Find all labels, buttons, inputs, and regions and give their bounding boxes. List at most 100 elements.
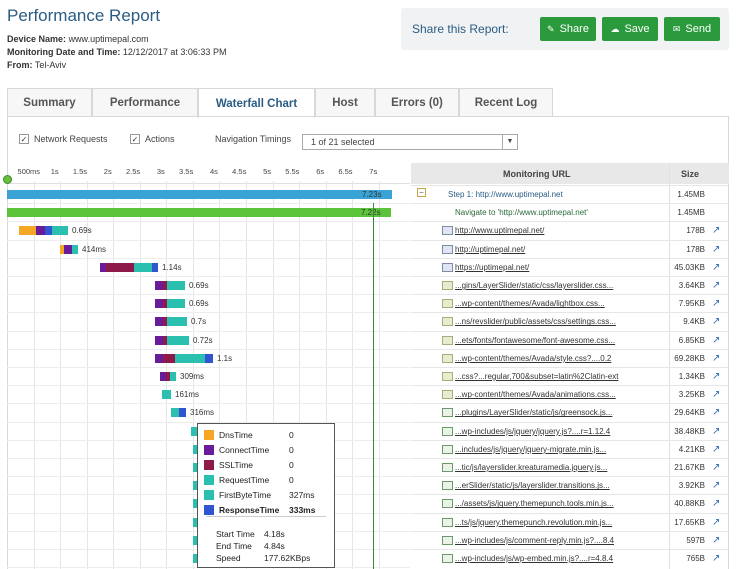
- timing-bar-segment[interactable]: [193, 444, 197, 454]
- timing-bar-segment[interactable]: [193, 517, 199, 527]
- save-button[interactable]: ☁ Save: [602, 17, 658, 41]
- request-url-link[interactable]: Navigate to 'http://www.uptimepal.net': [455, 208, 588, 218]
- table-row[interactable]: ↗ ...tic/js/layerslider.kreaturamedia.jqu…: [411, 458, 729, 476]
- request-url-link[interactable]: ...wp-content/themes/Avada/animations.cs…: [455, 390, 616, 400]
- timing-bar-segment[interactable]: [167, 281, 185, 290]
- timing-bar-segment[interactable]: [193, 463, 198, 472]
- timing-bar-segment[interactable]: [205, 353, 213, 363]
- trend-chart-icon[interactable]: ↗: [712, 261, 721, 273]
- trend-chart-icon[interactable]: ↗: [712, 243, 721, 255]
- timing-bar-segment[interactable]: [175, 353, 205, 363]
- table-row[interactable]: ↗ ...wp-content/themes/Avada/lightbox.css…: [411, 294, 729, 312]
- table-row[interactable]: ↗ ...wp-includes/js/wp-embed.min.js?....r…: [411, 549, 729, 567]
- trend-chart-icon[interactable]: ↗: [712, 462, 721, 473]
- trend-chart-icon[interactable]: ↗: [712, 425, 721, 437]
- network-requests-checkbox[interactable]: ✓: [19, 134, 29, 144]
- table-row[interactable]: ↗ ...erSlider/static/js/layerslider.trans…: [411, 476, 729, 494]
- table-row[interactable]: ↗ http://www.uptimepal.net/178B: [411, 221, 729, 239]
- trend-chart-icon[interactable]: ↗: [712, 316, 721, 328]
- trend-chart-icon[interactable]: ↗: [712, 280, 721, 291]
- request-url-link[interactable]: http://www.uptimepal.net/: [455, 226, 545, 236]
- request-url-link[interactable]: ...gins/LayerSlider/static/css/layerslid…: [455, 281, 614, 290]
- timing-bar-segment[interactable]: [100, 262, 106, 272]
- timing-bar-segment[interactable]: [45, 226, 52, 236]
- tab-errors[interactable]: Errors (0): [375, 88, 459, 117]
- timing-bar-segment[interactable]: [167, 317, 187, 327]
- send-button[interactable]: ✉ Send: [664, 17, 720, 41]
- timing-bar-segment[interactable]: [64, 244, 72, 254]
- timing-bar-segment[interactable]: [170, 372, 176, 381]
- request-url-link[interactable]: ...ts/js/jquery.themepunch.revolution.mi…: [455, 517, 613, 527]
- trend-chart-icon[interactable]: ↗: [712, 516, 721, 528]
- table-row[interactable]: ↗ ...ns/revslider/public/assets/css/setti…: [411, 312, 729, 330]
- request-url-link[interactable]: ...includes/js/jquery/jquery-migrate.min…: [455, 444, 607, 454]
- request-url-link[interactable]: ...wp-includes/js/comment-reply.min.js?.…: [455, 535, 615, 545]
- trend-chart-icon[interactable]: ↗: [712, 225, 721, 237]
- timing-bar-segment[interactable]: [72, 244, 78, 254]
- tab-summary[interactable]: Summary: [7, 88, 92, 117]
- timing-bar-segment[interactable]: [179, 408, 186, 418]
- actions-filter[interactable]: ✓ Actions: [130, 134, 175, 144]
- table-row[interactable]: ↗ http://uptimepal.net/178B: [411, 239, 729, 258]
- trend-chart-icon[interactable]: ↗: [712, 534, 721, 546]
- timing-bar-segment[interactable]: [193, 554, 197, 563]
- timing-bar-segment[interactable]: [7, 190, 392, 199]
- timing-bar-segment[interactable]: [163, 353, 175, 363]
- timing-bar-segment[interactable]: [167, 299, 185, 309]
- request-url-link[interactable]: ...css?...regular,700&subset=latin%2Clat…: [455, 372, 619, 381]
- tab-performance[interactable]: Performance: [92, 88, 198, 117]
- trend-chart-icon[interactable]: ↗: [712, 334, 721, 346]
- table-row[interactable]: ↗ ...wp-content/themes/Avada/animations.c…: [411, 385, 729, 403]
- table-row[interactable]: ↗ ...plugins/LayerSlider/static/js/greens…: [411, 403, 729, 421]
- network-requests-filter[interactable]: ✓ Network Requests: [19, 134, 108, 144]
- table-row[interactable]: − Step 1: http://www.uptimepal.net 1.45MB: [411, 185, 729, 203]
- request-url-link[interactable]: ...plugins/LayerSlider/static/js/greenso…: [455, 408, 613, 418]
- timing-bar-segment[interactable]: [134, 262, 152, 272]
- request-url-link[interactable]: ...ets/fonts/fontawesome/font-awesome.cs…: [455, 335, 616, 345]
- timing-bar-segment[interactable]: [166, 372, 170, 381]
- timeline-handle-icon[interactable]: [3, 175, 12, 184]
- table-row[interactable]: ↗ https://uptimepal.net/45.03KB: [411, 257, 729, 276]
- timing-bar-segment[interactable]: [155, 281, 163, 290]
- tab-waterfall-chart[interactable]: Waterfall Chart: [198, 88, 315, 118]
- timing-bar-segment[interactable]: [163, 281, 167, 290]
- timing-bar-segment[interactable]: [52, 226, 68, 236]
- table-row[interactable]: ↗ ...includes/js/jquery/jquery-migrate.mi…: [411, 439, 729, 458]
- tab-host[interactable]: Host: [315, 88, 375, 117]
- table-row[interactable]: ↗ ...ets/fonts/fontawesome/font-awesome.c…: [411, 330, 729, 349]
- timing-bar-segment[interactable]: [163, 299, 167, 309]
- table-row[interactable]: ↗ ...css?...regular,700&subset=latin%2Cla…: [411, 367, 729, 385]
- actions-checkbox[interactable]: ✓: [130, 134, 140, 144]
- timing-bar-segment[interactable]: [193, 499, 200, 509]
- table-row[interactable]: ↗ .../assets/js/jquery.themepunch.tools.m…: [411, 494, 729, 512]
- trend-chart-icon[interactable]: ↗: [712, 480, 721, 492]
- table-row[interactable]: ↗ ...wp-includes/js/comment-reply.min.js?…: [411, 530, 729, 549]
- timing-bar-segment[interactable]: [160, 372, 166, 381]
- request-url-link[interactable]: ...wp-includes/js/wp-embed.min.js?....r=…: [455, 554, 614, 563]
- timing-bar-segment[interactable]: [7, 208, 391, 218]
- trend-chart-icon[interactable]: ↗: [712, 352, 721, 364]
- table-row[interactable]: ↗ ...wp-content/themes/Avada/style.css?..…: [411, 348, 729, 367]
- timing-bar-segment[interactable]: [106, 262, 134, 272]
- timing-bar-segment[interactable]: [155, 353, 163, 363]
- table-row[interactable]: ↗ ...ts/js/jquery.themepunch.revolution.m…: [411, 512, 729, 531]
- trend-chart-icon[interactable]: ↗: [712, 553, 721, 564]
- request-url-link[interactable]: https://uptimepal.net/: [455, 262, 530, 272]
- navigation-timings-select[interactable]: 1 of 21 selected ▼: [302, 134, 518, 150]
- request-url-link[interactable]: ...tic/js/layerslider.kreaturamedia.jque…: [455, 463, 608, 472]
- request-url-link[interactable]: ...erSlider/static/js/layerslider.transi…: [455, 481, 610, 491]
- table-row[interactable]: Navigate to 'http://www.uptimepal.net' 1.…: [411, 203, 729, 221]
- timing-bar-segment[interactable]: [193, 481, 197, 491]
- tab-recent-log[interactable]: Recent Log: [459, 88, 553, 117]
- trend-chart-icon[interactable]: ↗: [712, 443, 721, 455]
- trend-chart-icon[interactable]: ↗: [712, 498, 721, 510]
- share-button[interactable]: ✎ Share: [540, 17, 596, 41]
- timing-bar-segment[interactable]: [19, 226, 36, 236]
- timing-bar-segment[interactable]: [155, 299, 163, 309]
- request-url-link[interactable]: http://uptimepal.net/: [455, 244, 526, 254]
- timing-bar-segment[interactable]: [167, 335, 189, 345]
- timing-bar-segment[interactable]: [191, 426, 197, 436]
- request-url-link[interactable]: ...wp-content/themes/Avada/lightbox.css.…: [455, 299, 605, 309]
- timing-bar-segment[interactable]: [163, 317, 167, 327]
- request-url-link[interactable]: ...wp-content/themes/Avada/style.css?...…: [455, 353, 612, 363]
